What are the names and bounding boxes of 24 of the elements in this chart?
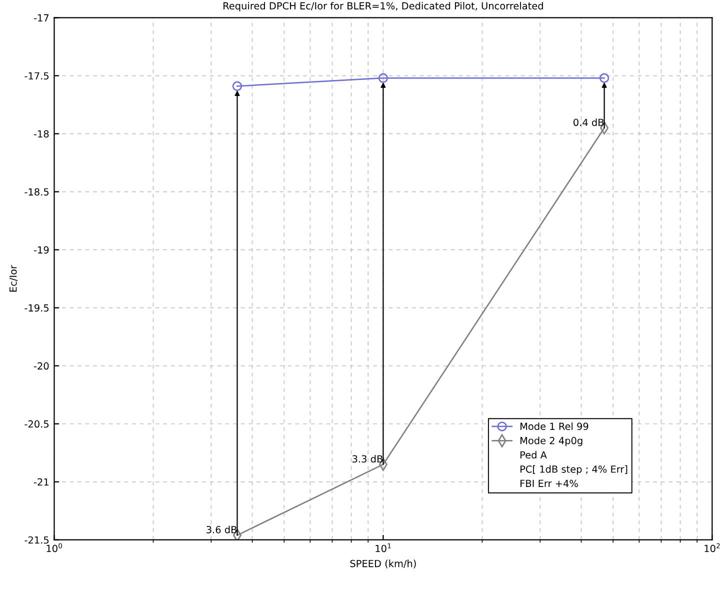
- annotation: 3.6 dB: [206, 526, 237, 534]
- annotation: FBI Err +4%: [520, 480, 578, 488]
- y-tick-label: -21.5: [24, 536, 49, 544]
- annotation: Ped A: [520, 451, 547, 459]
- y-tick-label: -19.5: [24, 304, 49, 312]
- y-tick-label: -18.5: [24, 188, 49, 196]
- x-tick-label: 10$^{1}$: [376, 543, 391, 552]
- annotation: 3.3 dB: [352, 455, 382, 463]
- annotation: PC[ 1dB step ; 4% Err]: [520, 465, 628, 475]
- chart-title: Required DPCH Ec/Ior for BLER=1%, Dedicated Pilot, Uncorrelated: [224, 2, 543, 12]
- x-tick-label: 10$^{0}$: [46, 543, 62, 552]
- y-tick-label: -21: [34, 478, 48, 486]
- annotation: 0.4 dB: [574, 118, 604, 126]
- y-tick-label: -17.5: [24, 72, 49, 80]
- y-axis-title: Ec/Ior: [10, 264, 18, 292]
- legend-label: Mode 1 Rel 99: [520, 422, 588, 430]
- y-tick-label: -19: [34, 246, 49, 254]
- x-axis-title: SPEED (km/h): [350, 560, 416, 568]
- y-tick-label: -20: [34, 362, 49, 370]
- y-tick-label: -18: [34, 130, 49, 138]
- y-tick-label: -20.5: [24, 420, 49, 428]
- x-tick-label: 10$^{2}$: [704, 543, 720, 552]
- y-tick-label: -17: [34, 14, 49, 22]
- legend-label: Mode 2 4p0g: [520, 436, 582, 446]
